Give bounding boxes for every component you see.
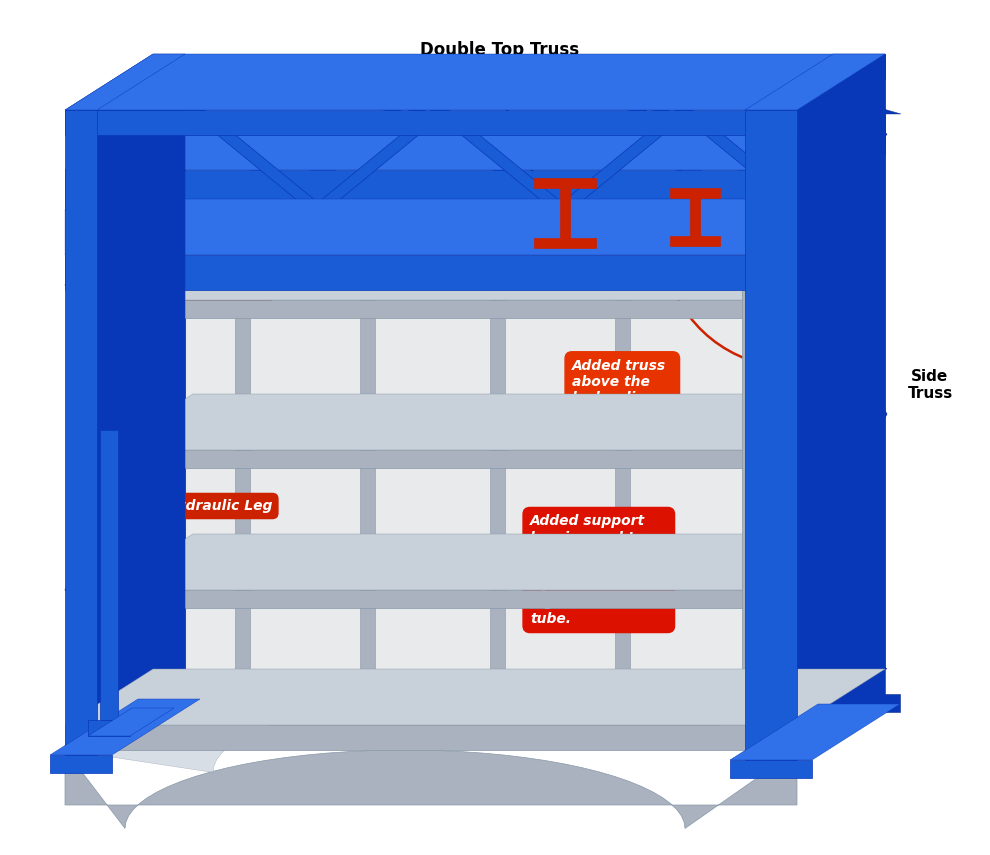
Polygon shape — [105, 300, 753, 318]
Bar — [670, 188, 720, 198]
Polygon shape — [641, 79, 779, 114]
Polygon shape — [65, 54, 885, 110]
Polygon shape — [105, 450, 753, 468]
Polygon shape — [138, 694, 200, 712]
Polygon shape — [730, 760, 812, 778]
Polygon shape — [105, 590, 753, 608]
Polygon shape — [65, 255, 797, 290]
Polygon shape — [519, 79, 657, 114]
Text: Double Top Truss: Double Top Truss — [420, 41, 579, 209]
Polygon shape — [309, 110, 449, 210]
Polygon shape — [553, 110, 693, 210]
Polygon shape — [65, 154, 153, 255]
Polygon shape — [97, 54, 185, 755]
Polygon shape — [153, 54, 885, 79]
Polygon shape — [785, 134, 887, 265]
Polygon shape — [797, 54, 885, 760]
Text: Added support
bracing and truss
welded to the
backside of the
hydraulic side
leg: Added support bracing and truss welded t… — [530, 515, 667, 626]
Polygon shape — [65, 114, 885, 170]
Polygon shape — [65, 750, 797, 828]
Polygon shape — [235, 290, 250, 720]
Polygon shape — [785, 134, 887, 135]
Polygon shape — [431, 110, 571, 210]
Polygon shape — [65, 134, 167, 135]
Polygon shape — [105, 244, 841, 300]
Polygon shape — [785, 199, 873, 275]
Text: Hydraulic Leg: Hydraulic Leg — [108, 499, 272, 513]
Polygon shape — [742, 290, 755, 720]
Polygon shape — [88, 708, 174, 736]
Polygon shape — [785, 534, 873, 610]
Polygon shape — [275, 79, 413, 114]
Bar — [690, 198, 700, 236]
Bar — [534, 238, 596, 248]
Polygon shape — [102, 290, 119, 720]
Polygon shape — [153, 54, 185, 699]
Polygon shape — [65, 110, 797, 135]
Polygon shape — [615, 290, 630, 720]
Polygon shape — [65, 54, 185, 110]
Polygon shape — [680, 122, 812, 215]
Polygon shape — [785, 414, 887, 590]
Polygon shape — [65, 725, 797, 750]
Polygon shape — [675, 110, 815, 210]
Polygon shape — [65, 669, 885, 725]
Polygon shape — [102, 255, 750, 720]
Polygon shape — [88, 720, 130, 736]
Polygon shape — [105, 534, 841, 590]
Polygon shape — [431, 154, 519, 255]
Polygon shape — [153, 79, 291, 114]
Polygon shape — [153, 114, 885, 154]
Polygon shape — [50, 699, 200, 755]
Polygon shape — [65, 199, 885, 255]
Bar — [560, 188, 570, 238]
Text: Side
Truss: Side Truss — [908, 369, 952, 401]
Polygon shape — [745, 110, 797, 760]
Polygon shape — [785, 79, 873, 155]
Polygon shape — [436, 122, 568, 215]
Polygon shape — [65, 374, 167, 590]
Polygon shape — [65, 590, 167, 669]
Polygon shape — [730, 704, 900, 760]
Polygon shape — [785, 669, 873, 745]
Bar — [670, 236, 720, 246]
Polygon shape — [745, 54, 885, 110]
Bar — [534, 178, 596, 188]
Polygon shape — [818, 694, 900, 712]
Text: Added truss
above the
hydraulic
header tube.: Added truss above the hydraulic header t… — [572, 359, 672, 422]
Polygon shape — [100, 430, 118, 720]
Polygon shape — [65, 110, 205, 210]
Polygon shape — [785, 374, 873, 450]
Polygon shape — [785, 265, 887, 414]
Polygon shape — [65, 170, 797, 210]
Polygon shape — [192, 122, 324, 215]
Polygon shape — [785, 114, 873, 190]
Text: Outside View: Outside View — [288, 793, 391, 807]
Polygon shape — [50, 755, 112, 773]
Polygon shape — [65, 134, 167, 285]
Polygon shape — [360, 290, 375, 720]
Polygon shape — [248, 154, 336, 255]
Polygon shape — [187, 110, 327, 210]
Polygon shape — [785, 590, 887, 669]
Polygon shape — [763, 79, 901, 114]
Polygon shape — [797, 154, 885, 255]
Polygon shape — [153, 669, 885, 694]
Polygon shape — [105, 394, 841, 450]
Polygon shape — [833, 54, 885, 704]
Polygon shape — [65, 110, 97, 755]
Text: Door Frame: Door Frame — [136, 289, 265, 303]
Polygon shape — [614, 154, 702, 255]
Polygon shape — [397, 79, 535, 114]
Polygon shape — [65, 285, 167, 374]
Polygon shape — [490, 290, 505, 720]
Polygon shape — [65, 694, 885, 772]
Polygon shape — [797, 669, 885, 750]
